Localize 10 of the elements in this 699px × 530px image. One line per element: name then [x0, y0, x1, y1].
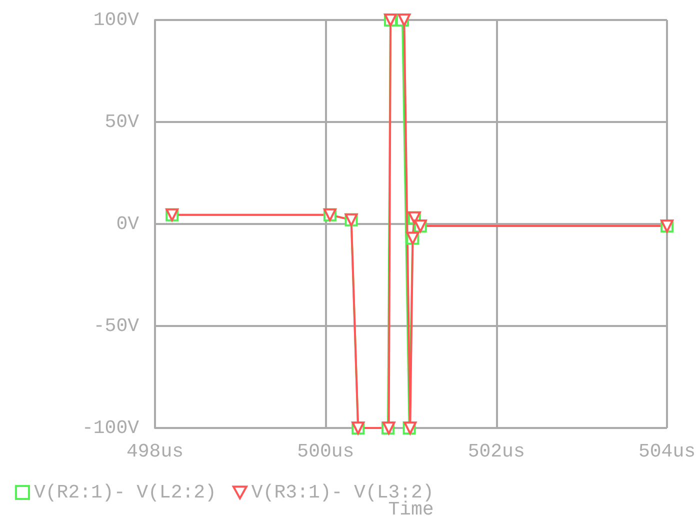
y-tick-label: 50V: [104, 111, 140, 133]
y-tick-label: 0V: [116, 213, 140, 235]
x-tick-label: 504us: [638, 440, 696, 462]
x-tick-label: 500us: [297, 440, 354, 462]
x-tick-label: 498us: [126, 440, 184, 462]
y-tick-label: 100V: [93, 9, 140, 31]
y-tick-label: -50V: [93, 315, 140, 337]
y-tick-label: -100V: [82, 417, 140, 439]
x-tick-label: 502us: [468, 440, 525, 462]
legend-label: V(R2:1)- V(L2:2): [34, 482, 216, 504]
